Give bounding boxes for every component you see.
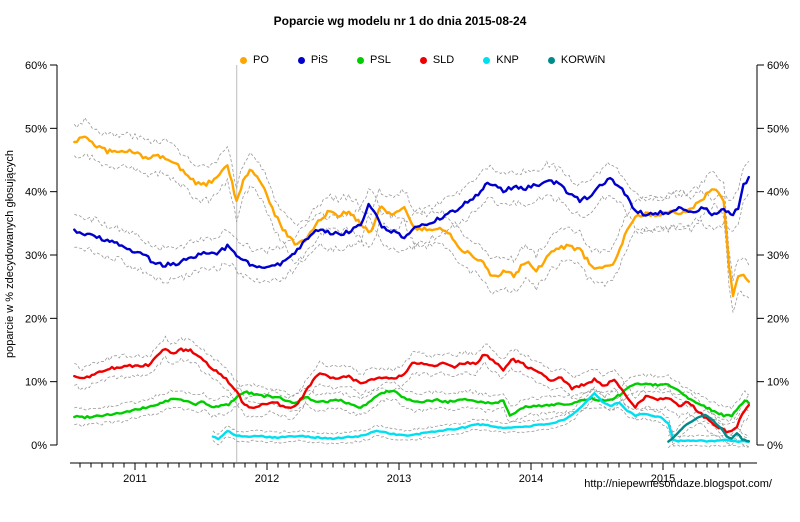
chart-title: Poparcie wg modelu nr 1 do dnia 2015-08-… <box>273 14 527 28</box>
y-axis-title: poparcie w % zdecydowanych głosujących <box>4 150 16 358</box>
series-line-pis <box>73 175 750 269</box>
confidence-band-korwin <box>668 420 750 449</box>
y-tick-label-right: 0% <box>767 440 783 452</box>
confidence-band-korwin <box>668 409 749 437</box>
confidence-band-knp <box>212 396 749 448</box>
legend-item-knp: KNP <box>483 54 519 66</box>
legend-item-sld: SLD <box>419 54 455 66</box>
legend-label: SLD <box>432 54 455 66</box>
legend-label: PO <box>253 54 269 66</box>
y-tick-label-right: 20% <box>767 313 789 325</box>
confidence-band-po <box>74 153 750 313</box>
y-tick-label-right: 40% <box>767 187 789 199</box>
legend-label: KORWiN <box>560 54 606 66</box>
chart-legend: PO PiS PSL SLD KNP KORWiN <box>240 54 605 66</box>
y-tick-label-right: 30% <box>767 250 789 262</box>
y-tick-label-right: 60% <box>767 60 789 72</box>
legend-dot-psl <box>357 56 365 64</box>
series-line-knp <box>211 392 750 444</box>
y-tick-label-right: 50% <box>767 123 789 135</box>
legend-label: KNP <box>496 54 519 66</box>
legend-item-po: PO <box>240 54 269 66</box>
y-tick-label-left: 30% <box>25 250 47 262</box>
x-tick-label-year: 2013 <box>387 473 411 485</box>
confidence-band-pis <box>74 192 750 284</box>
legend-dot-sld <box>419 56 427 64</box>
x-tick-label-year: 2014 <box>519 473 543 485</box>
legend-dot-korwin <box>547 56 555 64</box>
y-tick-label-left: 50% <box>25 123 47 135</box>
x-tick-label-year: 2011 <box>123 473 147 485</box>
series-line-korwin <box>667 413 750 443</box>
legend-dot-pis <box>297 56 305 64</box>
y-tick-label-left: 0% <box>31 440 47 452</box>
series-line-po <box>73 135 750 298</box>
confidence-band-psl <box>74 373 750 411</box>
y-tick-label-left: 10% <box>25 377 47 389</box>
y-tick-label-right: 10% <box>767 377 789 389</box>
confidence-band-po <box>73 116 750 282</box>
legend-label: PSL <box>370 54 391 66</box>
y-tick-label-left: 40% <box>25 187 47 199</box>
confidence-band-psl <box>74 389 750 428</box>
x-tick-label-year: 2012 <box>255 473 279 485</box>
series-line-sld <box>73 347 750 434</box>
legend-dot-knp <box>483 56 491 64</box>
legend-item-pis: PiS <box>297 54 329 66</box>
confidence-band-knp <box>212 386 749 439</box>
source-url: http://niepewnesondaze.blogspot.com/ <box>584 478 772 490</box>
legend-item-psl: PSL <box>357 54 391 66</box>
legend-item-korwin: KORWiN <box>547 54 606 66</box>
confidence-band-sld <box>74 355 750 444</box>
series-line-psl <box>73 382 750 420</box>
x-tick-label-year: 2015 <box>651 473 675 485</box>
confidence-band-pis <box>74 160 750 255</box>
y-tick-label-left: 20% <box>25 313 47 325</box>
legend-label: PiS <box>310 54 329 66</box>
y-tick-label-left: 60% <box>25 60 47 72</box>
legend-dot-po <box>240 56 247 64</box>
